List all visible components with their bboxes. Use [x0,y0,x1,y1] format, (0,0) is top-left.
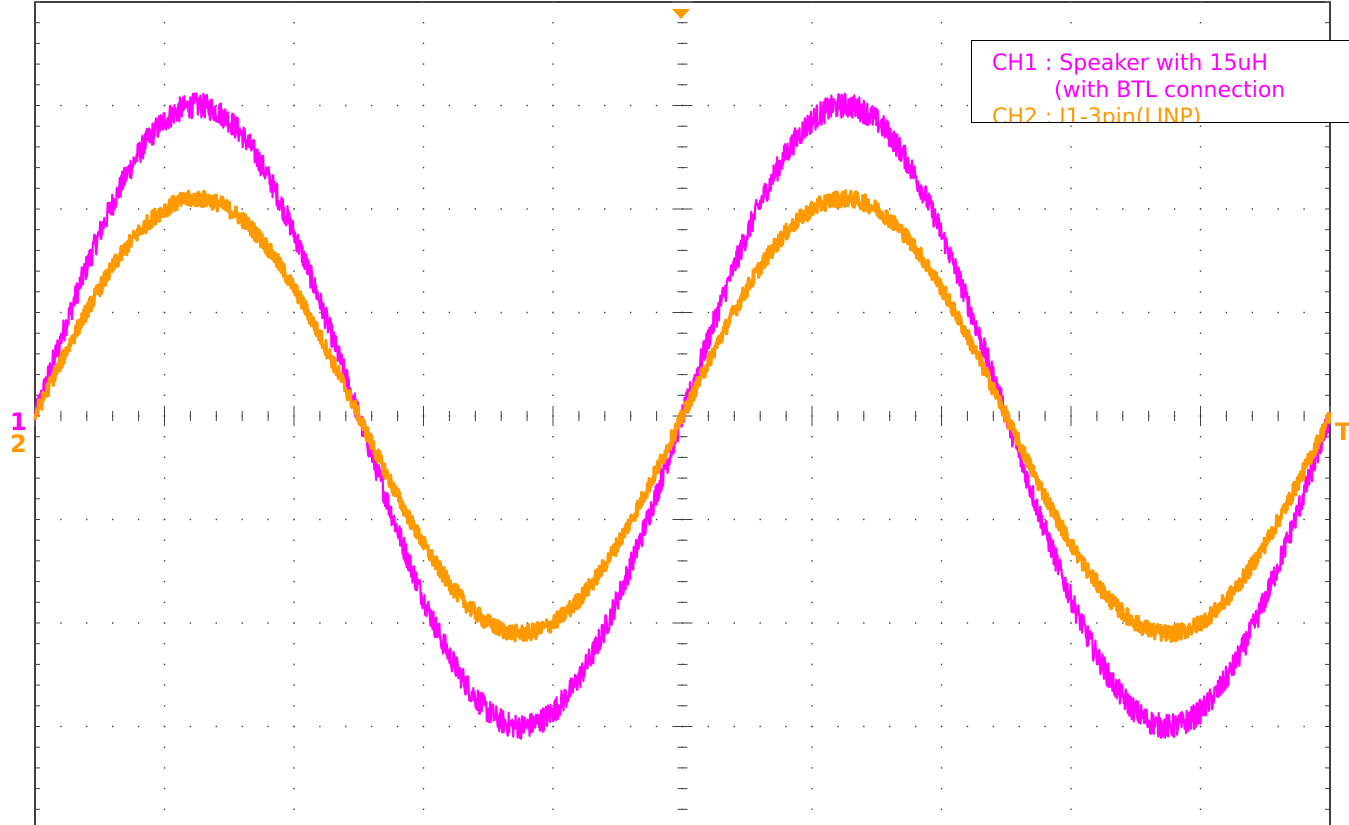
chart-legend: CH1 : Speaker with 15uH (with BTL connec… [971,40,1349,123]
ch1-ground-marker: 1 [10,408,27,436]
waveforms [33,92,1332,740]
trigger-position-marker [672,9,690,19]
trigger-level-marker: T [1335,418,1349,446]
series-ch1-trace [33,92,1332,740]
legend-ch1-note: (with BTL connection [1054,78,1286,103]
graticule-center-axes [34,1,1331,810]
legend-ch1: CH1 : Speaker with 15uH [992,51,1268,76]
channel-markers: 1 2 T [10,9,1349,458]
legend-ch2: CH2 : J1-3pin(LINP) [992,105,1202,123]
series-ch2-trace [33,189,1332,644]
ch2-ground-marker: 2 [10,430,27,458]
